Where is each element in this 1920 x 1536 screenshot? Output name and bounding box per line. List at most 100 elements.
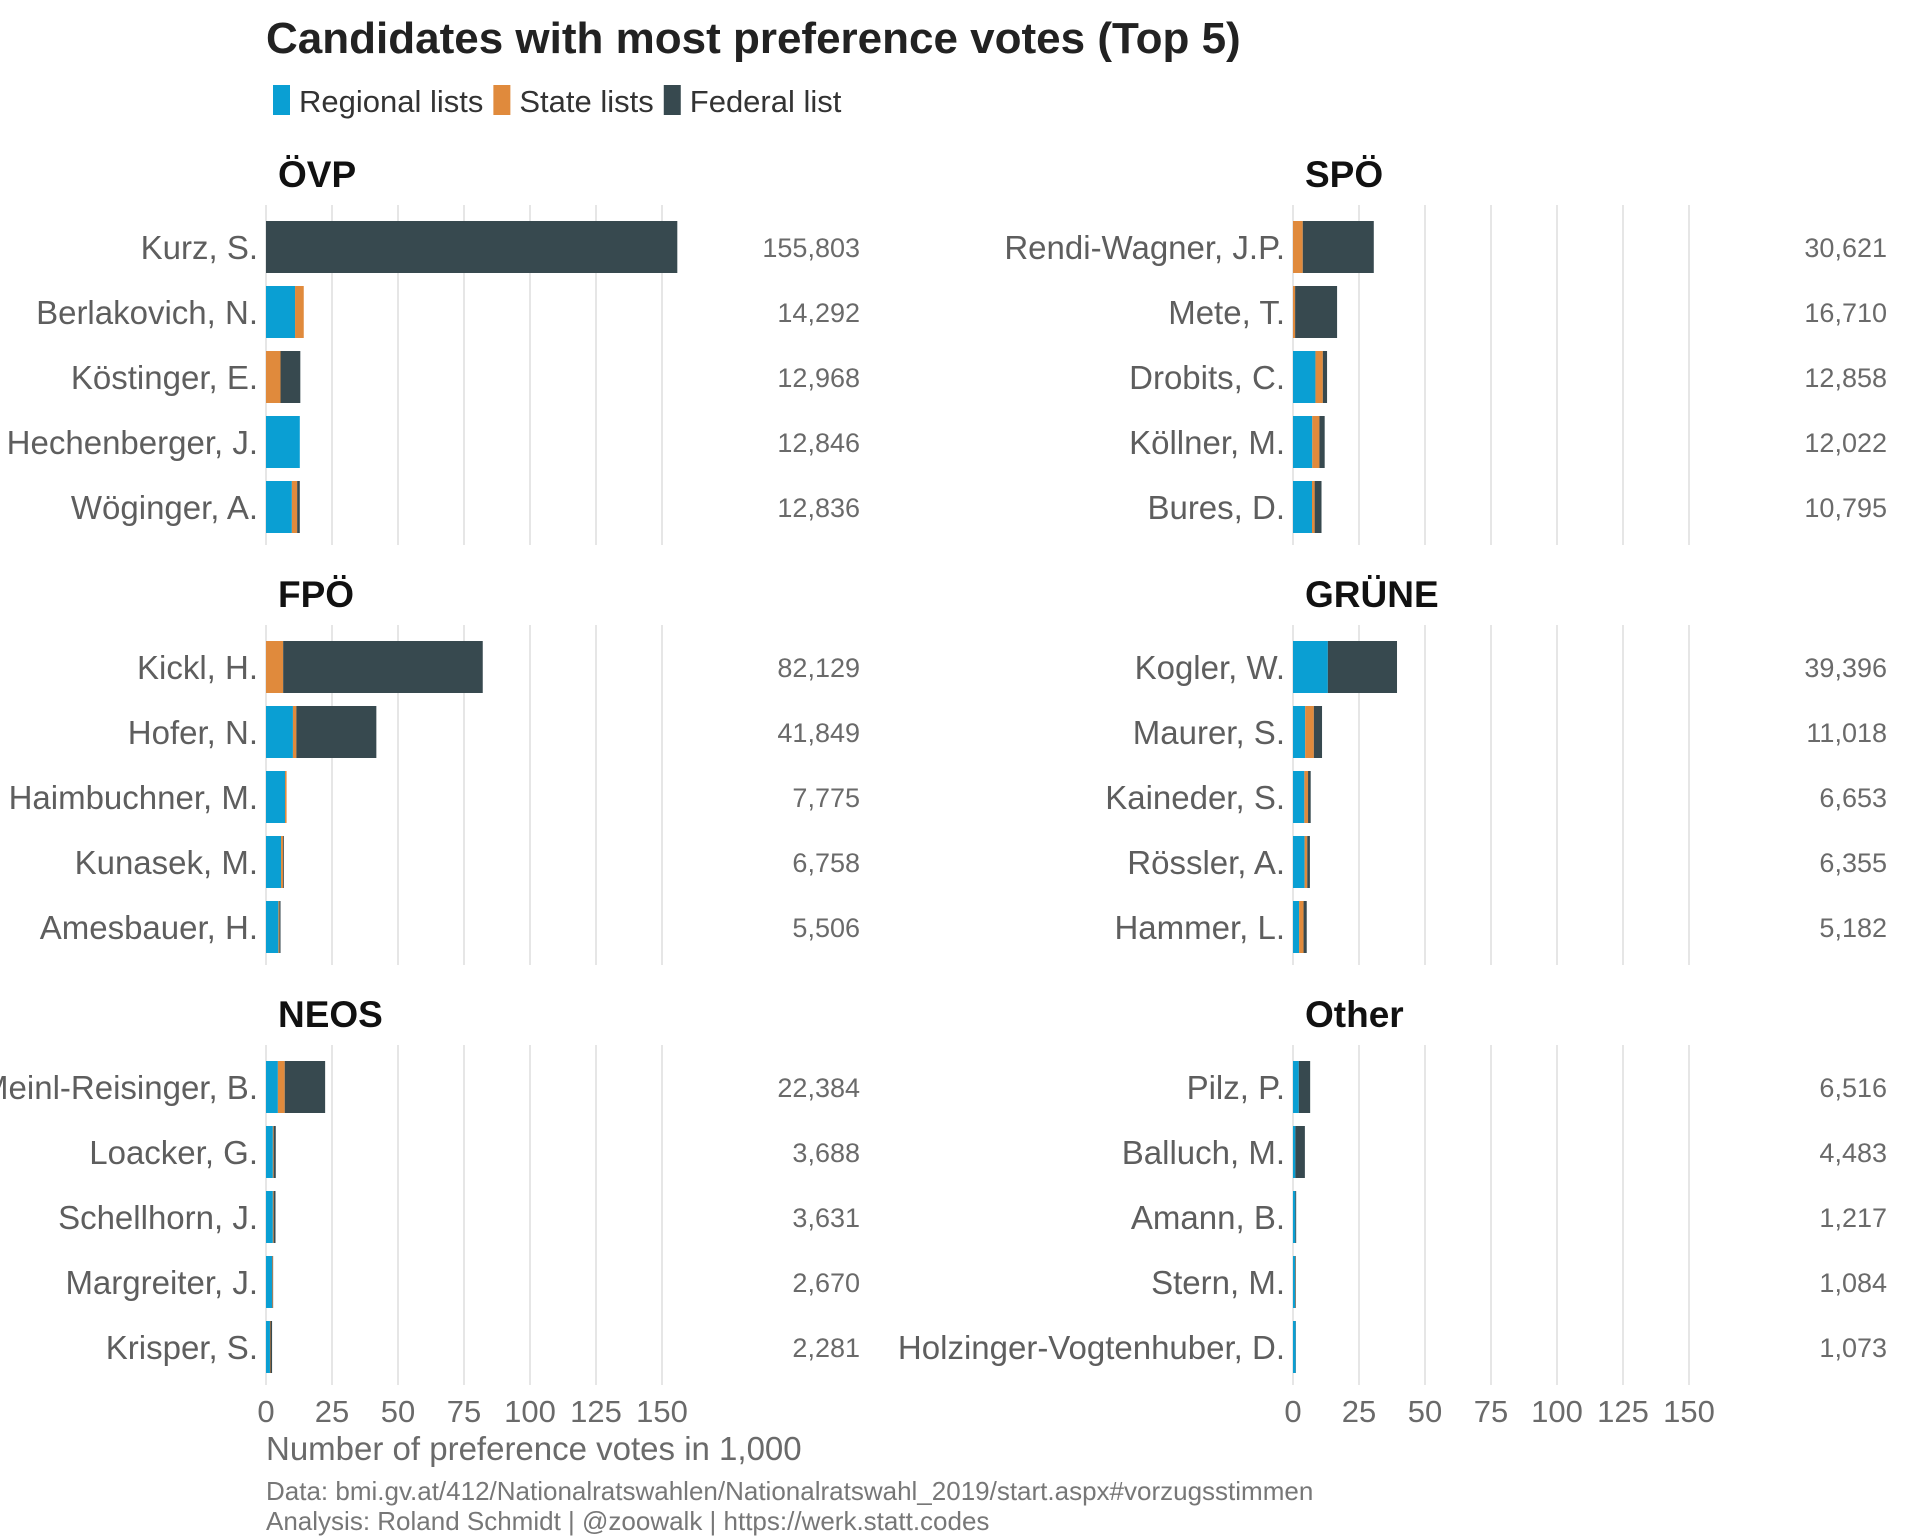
x-tick-label: 100: [504, 1394, 556, 1429]
bar-segment-state: [1304, 836, 1308, 888]
bar-segment-regional: [1293, 1061, 1299, 1113]
bar-segment-federal: [1307, 836, 1310, 888]
candidate-name: Pilz, P.: [1187, 1069, 1285, 1106]
legend: Regional lists State lists Federal list: [273, 84, 842, 119]
value-label: 16,710: [1804, 298, 1887, 328]
panel-neos: NEOS Meinl-Reisinger, B. 22,384 Loacker, G.…: [0, 994, 860, 1429]
value-label: 14,292: [777, 298, 860, 328]
bar-segment-federal: [1295, 1191, 1297, 1243]
bar-segment-federal: [1327, 641, 1398, 693]
bar-segment-state: [1293, 286, 1296, 338]
bar-segment-state: [1315, 351, 1323, 403]
value-label: 6,653: [1819, 783, 1887, 813]
value-label: 6,758: [792, 848, 860, 878]
bar-segment-state: [272, 1191, 274, 1243]
value-label: 12,968: [777, 363, 860, 393]
value-label: 155,803: [762, 233, 860, 263]
bar-segment-regional: [266, 286, 296, 338]
candidate-name: Wöginger, A.: [71, 489, 258, 526]
legend-label-federal: Federal list: [690, 84, 842, 119]
value-label: 1,084: [1819, 1268, 1887, 1298]
bar-segment-federal: [297, 481, 300, 533]
candidate-name: Köstinger, E.: [71, 359, 258, 396]
candidate-name: Bures, D.: [1147, 489, 1285, 526]
x-tick-label: 150: [636, 1394, 688, 1429]
candidate-name: Köllner, M.: [1129, 424, 1285, 461]
bar-segment-federal: [270, 1321, 273, 1373]
value-label: 39,396: [1804, 653, 1887, 683]
bar-segment-state: [1293, 221, 1303, 273]
legend-label-regional: Regional lists: [299, 84, 483, 119]
x-tick-label: 50: [381, 1394, 415, 1429]
value-label: 2,670: [792, 1268, 860, 1298]
x-tick-label: 0: [1284, 1394, 1301, 1429]
bar-segment-federal: [266, 221, 678, 273]
bar-segment-federal: [279, 901, 281, 953]
caption-analysis: Analysis: Roland Schmidt | @zoowalk | ht…: [266, 1506, 989, 1536]
bar-segment-state: [272, 1126, 274, 1178]
x-tick-label: 50: [1408, 1394, 1442, 1429]
value-label: 12,022: [1804, 428, 1887, 458]
panel-title-fp: FPÖ: [278, 574, 354, 615]
bar-segment-regional: [266, 416, 300, 468]
candidate-name: Mete, T.: [1168, 294, 1285, 331]
candidate-name: Kogler, W.: [1135, 649, 1285, 686]
candidate-name: Stern, M.: [1151, 1264, 1285, 1301]
bar-segment-federal: [280, 351, 301, 403]
bar-segment-federal: [1295, 1256, 1296, 1308]
x-tick-label: 0: [257, 1394, 274, 1429]
bar-segment-state: [266, 641, 284, 693]
bar-segment-state: [292, 706, 297, 758]
bar-segment-state: [1305, 706, 1314, 758]
x-tick-label: 125: [1597, 1394, 1649, 1429]
candidate-name: Kunasek, M.: [75, 844, 258, 881]
bar-segment-regional: [1293, 1321, 1296, 1373]
bar-segment-regional: [1293, 1191, 1296, 1243]
bar-segment-federal: [284, 1061, 326, 1113]
bar-segment-regional: [1293, 351, 1316, 403]
value-label: 5,506: [792, 913, 860, 943]
legend-swatch-regional: [273, 85, 290, 115]
value-label: 2,281: [792, 1333, 860, 1363]
chart-title: Candidates with most preference votes (T…: [266, 14, 1241, 63]
candidate-name: Hechenberger, J.: [7, 424, 258, 461]
bar-segment-federal: [1303, 901, 1307, 953]
x-tick-label: 100: [1531, 1394, 1583, 1429]
value-label: 6,355: [1819, 848, 1887, 878]
candidate-name: Meinl-Reisinger, B.: [0, 1069, 258, 1106]
value-label: 3,688: [792, 1138, 860, 1168]
bar-segment-regional: [1293, 836, 1305, 888]
panels: ÖVP Kurz, S. 155,803 Berlakovich, N. 14,292 K…: [0, 154, 1887, 1429]
bar-segment-federal: [1295, 1126, 1305, 1178]
x-tick-label: 25: [315, 1394, 349, 1429]
x-axis-title: Number of preference votes in 1,000: [266, 1430, 802, 1467]
bar-segment-regional: [1293, 706, 1306, 758]
bar-segment-federal: [272, 1256, 274, 1308]
panel-title-sp: SPÖ: [1305, 154, 1383, 195]
bar-segment-federal: [1302, 221, 1374, 273]
panel-title-grne: GRÜNE: [1305, 574, 1439, 615]
legend-swatch-state: [493, 85, 511, 115]
value-label: 12,836: [777, 493, 860, 523]
x-tick-label: 75: [447, 1394, 481, 1429]
candidate-name: Amann, B.: [1131, 1199, 1285, 1236]
bar-segment-state: [1312, 481, 1315, 533]
x-tick-label: 150: [1663, 1394, 1715, 1429]
bar-segment-state: [1304, 771, 1309, 823]
bar-segment-state: [269, 1321, 271, 1373]
legend-label-state: State lists: [519, 84, 653, 119]
value-label: 1,073: [1819, 1333, 1887, 1363]
panel-other: Other Pilz, P. 6,516 Balluch, M. 4,483 Amann,…: [898, 994, 1887, 1429]
bar-segment-regional: [1293, 901, 1300, 953]
candidate-name: Schellhorn, J.: [58, 1199, 258, 1236]
value-label: 12,858: [1804, 363, 1887, 393]
legend-swatch-federal: [663, 85, 681, 115]
candidate-name: Haimbuchner, M.: [9, 779, 258, 816]
candidate-name: Hofer, N.: [128, 714, 258, 751]
panel-title-other: Other: [1305, 994, 1404, 1035]
bar-segment-federal: [1314, 481, 1322, 533]
bar-segment-state: [281, 836, 284, 888]
value-label: 12,846: [777, 428, 860, 458]
x-tick-label: 75: [1474, 1394, 1508, 1429]
